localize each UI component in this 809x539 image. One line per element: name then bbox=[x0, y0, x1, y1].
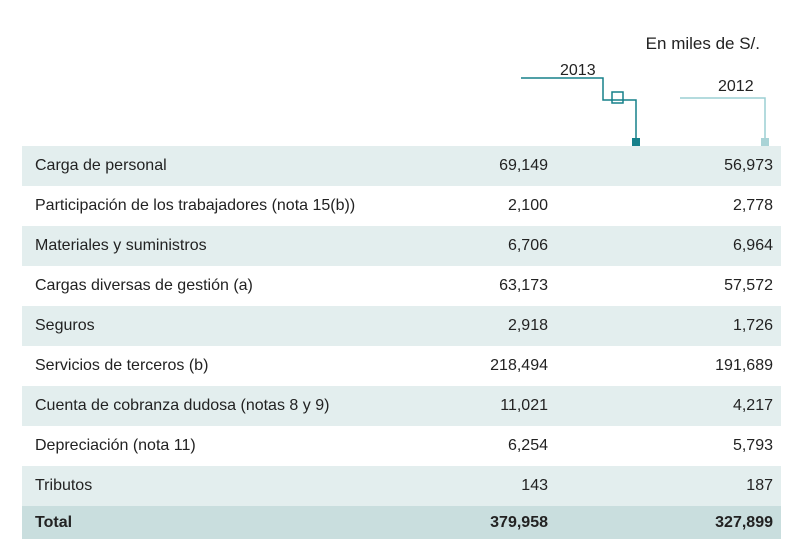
table-row: Cargas diversas de gestión (a) 63,173 57,5… bbox=[22, 266, 781, 306]
table-row: Servicios de terceros (b) 218,494 191,689 bbox=[22, 346, 781, 386]
value-cell: 1,726 bbox=[673, 306, 781, 346]
column-header: 2012 bbox=[718, 78, 754, 95]
connector-marker bbox=[632, 138, 640, 146]
table-row: Depreciación (nota 11) 6,254 5,793 bbox=[22, 426, 781, 466]
value-cell: 6,964 bbox=[673, 226, 781, 266]
label-cell: Total bbox=[22, 506, 428, 539]
label-cell: Tributos bbox=[22, 466, 428, 506]
value-cell: 2,778 bbox=[732, 197, 773, 214]
label-cell: Seguros bbox=[22, 306, 428, 346]
value-cell: 379,958 bbox=[428, 506, 673, 539]
value-cell: 187 bbox=[673, 466, 781, 506]
value-cell: 6,254 bbox=[507, 437, 548, 454]
table-row: Tributos 143 187 bbox=[22, 466, 781, 506]
label-cell: Cuenta de cobranza dudosa (notas 8 y 9) bbox=[22, 386, 428, 426]
label-cell: Servicios de terceros (b) bbox=[35, 357, 209, 374]
unit-label: En miles de S/. bbox=[645, 34, 760, 53]
label-cell: Cargas diversas de gestión (a) bbox=[35, 277, 253, 294]
table-row: Participación de los trabajadores (nota … bbox=[22, 186, 781, 226]
table-row: Cuenta de cobranza dudosa (notas 8 y 9) 1… bbox=[22, 386, 781, 426]
label-cell: Carga de personal bbox=[22, 146, 428, 186]
value-cell: 6,706 bbox=[428, 226, 673, 266]
value-cell: 143 bbox=[428, 466, 673, 506]
connector-2012 bbox=[680, 97, 766, 140]
value-cell: 2,100 bbox=[507, 197, 548, 214]
label-cell: Participación de los trabajadores (nota … bbox=[35, 197, 356, 214]
table-row: Seguros 2,918 1,726 bbox=[22, 306, 781, 346]
value-cell: 2,918 bbox=[428, 306, 673, 346]
table-row: Materiales y suministros 6,706 6,964 bbox=[22, 226, 781, 266]
label-cell: Depreciación (nota 11) bbox=[35, 437, 196, 454]
value-cell: 69,149 bbox=[428, 146, 673, 186]
page: En miles de S/. 2013 2012 Carga de perso… bbox=[22, 34, 781, 539]
table-row: Total 379,958 327,899 bbox=[22, 506, 781, 539]
value-cell: 191,689 bbox=[715, 357, 773, 374]
value-cell: 4,217 bbox=[673, 386, 781, 426]
table-row: Carga de personal 69,149 56,973 bbox=[22, 146, 781, 186]
connectors bbox=[521, 77, 769, 146]
value-cell: 218,494 bbox=[490, 357, 548, 374]
value-cell: 63,173 bbox=[499, 277, 548, 294]
connector-box bbox=[611, 91, 624, 104]
value-cell: 327,899 bbox=[673, 506, 781, 539]
connector-2013 bbox=[521, 77, 637, 140]
connector-marker bbox=[761, 138, 769, 146]
value-cell: 11,021 bbox=[428, 386, 673, 426]
column-header: 2013 bbox=[560, 62, 596, 79]
value-cell: 57,572 bbox=[724, 277, 773, 294]
expense-table: Carga de personal 69,149 56,973 Participaci… bbox=[22, 146, 781, 539]
value-cell: 5,793 bbox=[732, 437, 773, 454]
value-cell: 56,973 bbox=[673, 146, 781, 186]
label-cell: Materiales y suministros bbox=[22, 226, 428, 266]
